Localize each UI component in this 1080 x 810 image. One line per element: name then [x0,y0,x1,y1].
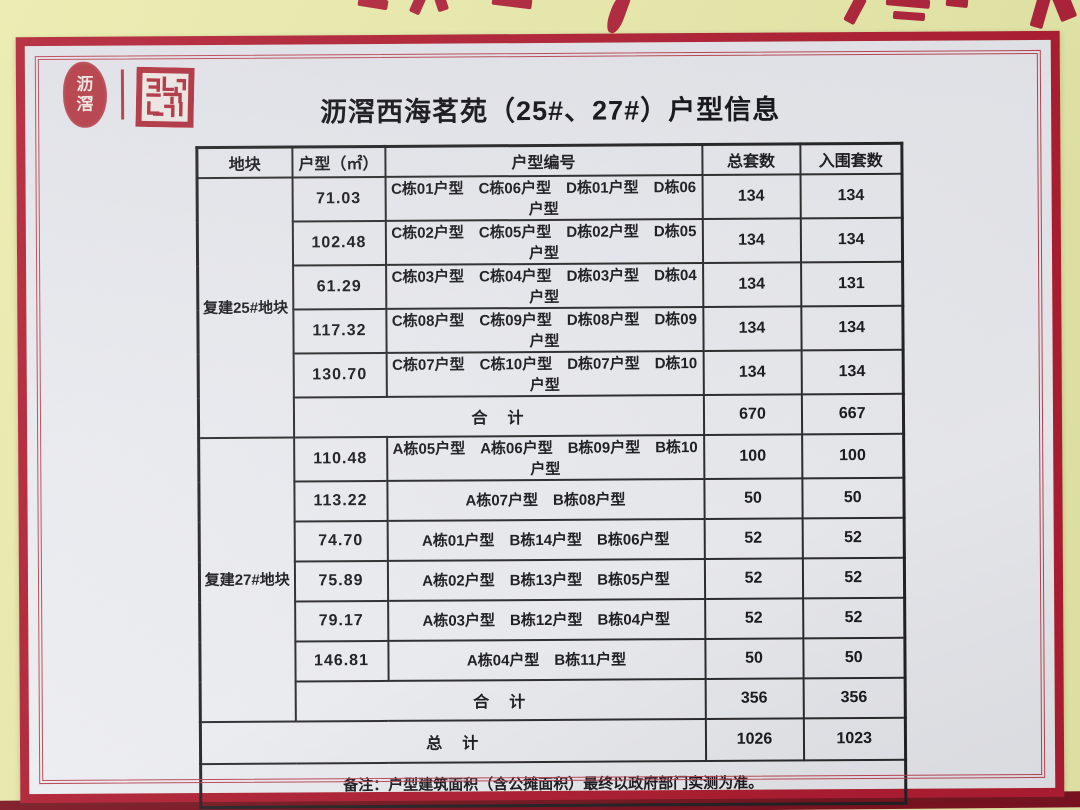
shortlisted-cell: 134 [800,305,904,350]
area-cell: 110.48 [293,436,387,482]
col-header-shortlisted: 入围套数 [799,143,903,174]
codes-cell: C栋08户型 C栋09户型 D栋08户型 D栋09户型 [385,306,704,353]
codes-cell: A栋04户型 B栋11户型 [387,638,706,681]
shortlisted-cell: 134 [800,217,903,262]
total-cell: 134 [703,349,802,395]
codes-cell: A栋03户型 B栋12户型 B栋04户型 [387,598,705,641]
banner-stroke-fragment [491,0,533,10]
shortlisted-cell: 52 [802,557,905,598]
codes-cell: C栋07户型 C栋10户型 D栋07户型 D栋10户型 [386,350,704,397]
square-seal-icon [135,66,195,128]
area-cell: 75.89 [294,560,388,602]
oval-seal-char-bottom: 滘 [76,94,94,114]
col-header-total: 总套数 [701,143,801,175]
plot-cell-27: 复建27#地块 [198,437,296,722]
banner-stroke-fragment [1029,0,1052,30]
shortlisted-cell: 50 [802,637,906,678]
area-cell: 102.48 [292,220,386,266]
table-row: 75.89 A栋02户型 B栋13户型 B栋05户型 52 52 [199,557,905,602]
area-cell: 113.22 [293,480,388,522]
table-row: 79.17 A栋03户型 B栋12户型 B栋04户型 52 52 [200,597,905,642]
codes-cell: A栋02户型 B栋13户型 B栋05户型 [387,558,705,601]
col-header-plot: 地块 [196,147,293,178]
subtotal-total: 670 [703,393,802,435]
grand-total-label: 总 计 [200,718,706,764]
seal-divider-line [120,69,125,120]
shortlisted-cell: 134 [801,349,904,394]
codes-cell: C栋03户型 C栋04户型 D栋03户型 D栋04户型 [385,262,703,309]
codes-cell: C栋01户型 C栋06户型 D栋01户型 D栋06户型 [385,174,703,221]
area-cell: 61.29 [292,264,386,310]
banner-stroke-fragment [1051,0,1078,23]
total-cell: 52 [704,557,803,599]
note-row: 备注：户型建筑面积（含公摊面积）最终以政府部门实测为准。 [200,759,906,808]
total-cell: 50 [704,637,804,679]
shortlisted-cell: 52 [802,597,905,638]
table-row: 113.22 A栋07户型 B栋08户型 50 50 [199,477,905,522]
area-cell: 130.70 [293,352,387,398]
table-note: 备注：户型建筑面积（含公摊面积）最终以政府部门实测为准。 [200,759,906,808]
shortlisted-cell: 50 [801,477,905,518]
table-row: 146.81 A栋04户型 B栋11户型 50 50 [200,637,906,682]
table-row: 102.48 C栋02户型 C栋05户型 D栋02户型 D栋05户型 134 1… [197,217,903,266]
shortlisted-cell: 134 [800,173,903,218]
header-row: 地块 户型（㎡） 户型编号 总套数 入围套数 [196,143,903,178]
table-row: 复建27#地块 110.48 A栋05户型 A栋06户型 B栋09户型 B栋10… [198,433,904,722]
plot-cell-25: 复建25#地块 [197,177,294,438]
subtotal-row-25: 合 计 670 667 [198,393,904,438]
area-cell: 79.17 [294,600,388,642]
area-cell: 71.03 [292,176,386,222]
total-cell: 100 [703,433,802,479]
col-header-area: 户型（㎡） [291,146,386,178]
codes-cell: A栋05户型 A栋06户型 B栋09户型 B栋10户型 [386,434,704,481]
subtotal-row-27: 合 计 356 356 [200,677,906,722]
subtotal-label: 合 计 [295,678,706,722]
grand-total-total: 1026 [705,717,804,761]
oval-seal-char-top: 沥 [76,74,94,94]
oval-seal-icon: 沥 滘 [62,61,108,128]
notice-board: 沥 滘 [15,30,1065,810]
area-cell: 117.32 [292,308,387,354]
table-row: 61.29 C栋03户型 C栋04户型 D栋03户型 D栋04户型 134 13… [198,261,903,310]
grand-total-shortlisted: 1023 [803,717,906,760]
banner-stroke-fragment [603,0,632,36]
total-cell: 134 [702,305,802,351]
codes-cell: A栋01户型 B栋14户型 B栋06户型 [387,518,705,561]
total-cell: 52 [704,597,803,639]
codes-cell: A栋07户型 B栋08户型 [386,478,705,521]
shortlisted-cell: 52 [802,517,905,558]
col-header-codes: 户型编号 [384,144,703,177]
shortlisted-cell: 131 [800,261,903,306]
codes-cell: C栋02户型 C栋05户型 D栋02户型 D栋05户型 [385,218,703,265]
banner-stroke-fragment [408,0,427,16]
banner-stroke-fragment [892,10,926,22]
table-row: 74.70 A栋01户型 B栋14户型 B栋06户型 52 52 [199,517,905,562]
subtotal-label: 合 计 [293,394,704,438]
grand-total-row: 总 计 1026 1023 [200,717,906,764]
subtotal-shortlisted: 356 [803,677,906,718]
table-row: 130.70 C栋07户型 C栋10户型 D栋07户型 D栋10户型 134 1… [198,349,904,398]
total-cell: 50 [703,477,803,519]
table-row: 117.32 C栋08户型 C栋09户型 D栋08户型 D栋09户型 134 1… [198,305,904,354]
seal-area: 沥 滘 [62,61,195,128]
banner-stroke-fragment [885,0,931,9]
total-cell: 52 [704,517,803,559]
subtotal-shortlisted: 667 [801,393,904,434]
area-cell: 74.70 [294,520,388,562]
page-title: 沥滘西海茗苑（25#、27#）户型信息 [319,94,781,128]
area-cell: 146.81 [294,640,389,682]
banner-stroke-fragment [357,0,389,11]
banner-stroke-fragment [843,0,867,26]
total-cell: 134 [702,217,801,263]
total-cell: 134 [702,261,801,307]
banner-stroke-fragment [945,0,969,9]
subtotal-total: 356 [705,677,804,719]
total-cell: 134 [702,173,801,219]
table-row: 复建25#地块 71.03 C栋01户型 C栋06户型 D栋01户型 D栋06户… [197,173,903,438]
unit-info-table: 地块 户型（㎡） 户型编号 总套数 入围套数 复建25#地块 71.03 C栋0… [195,141,908,810]
shortlisted-cell: 100 [801,433,904,478]
banner-stroke-fragment [433,0,450,13]
